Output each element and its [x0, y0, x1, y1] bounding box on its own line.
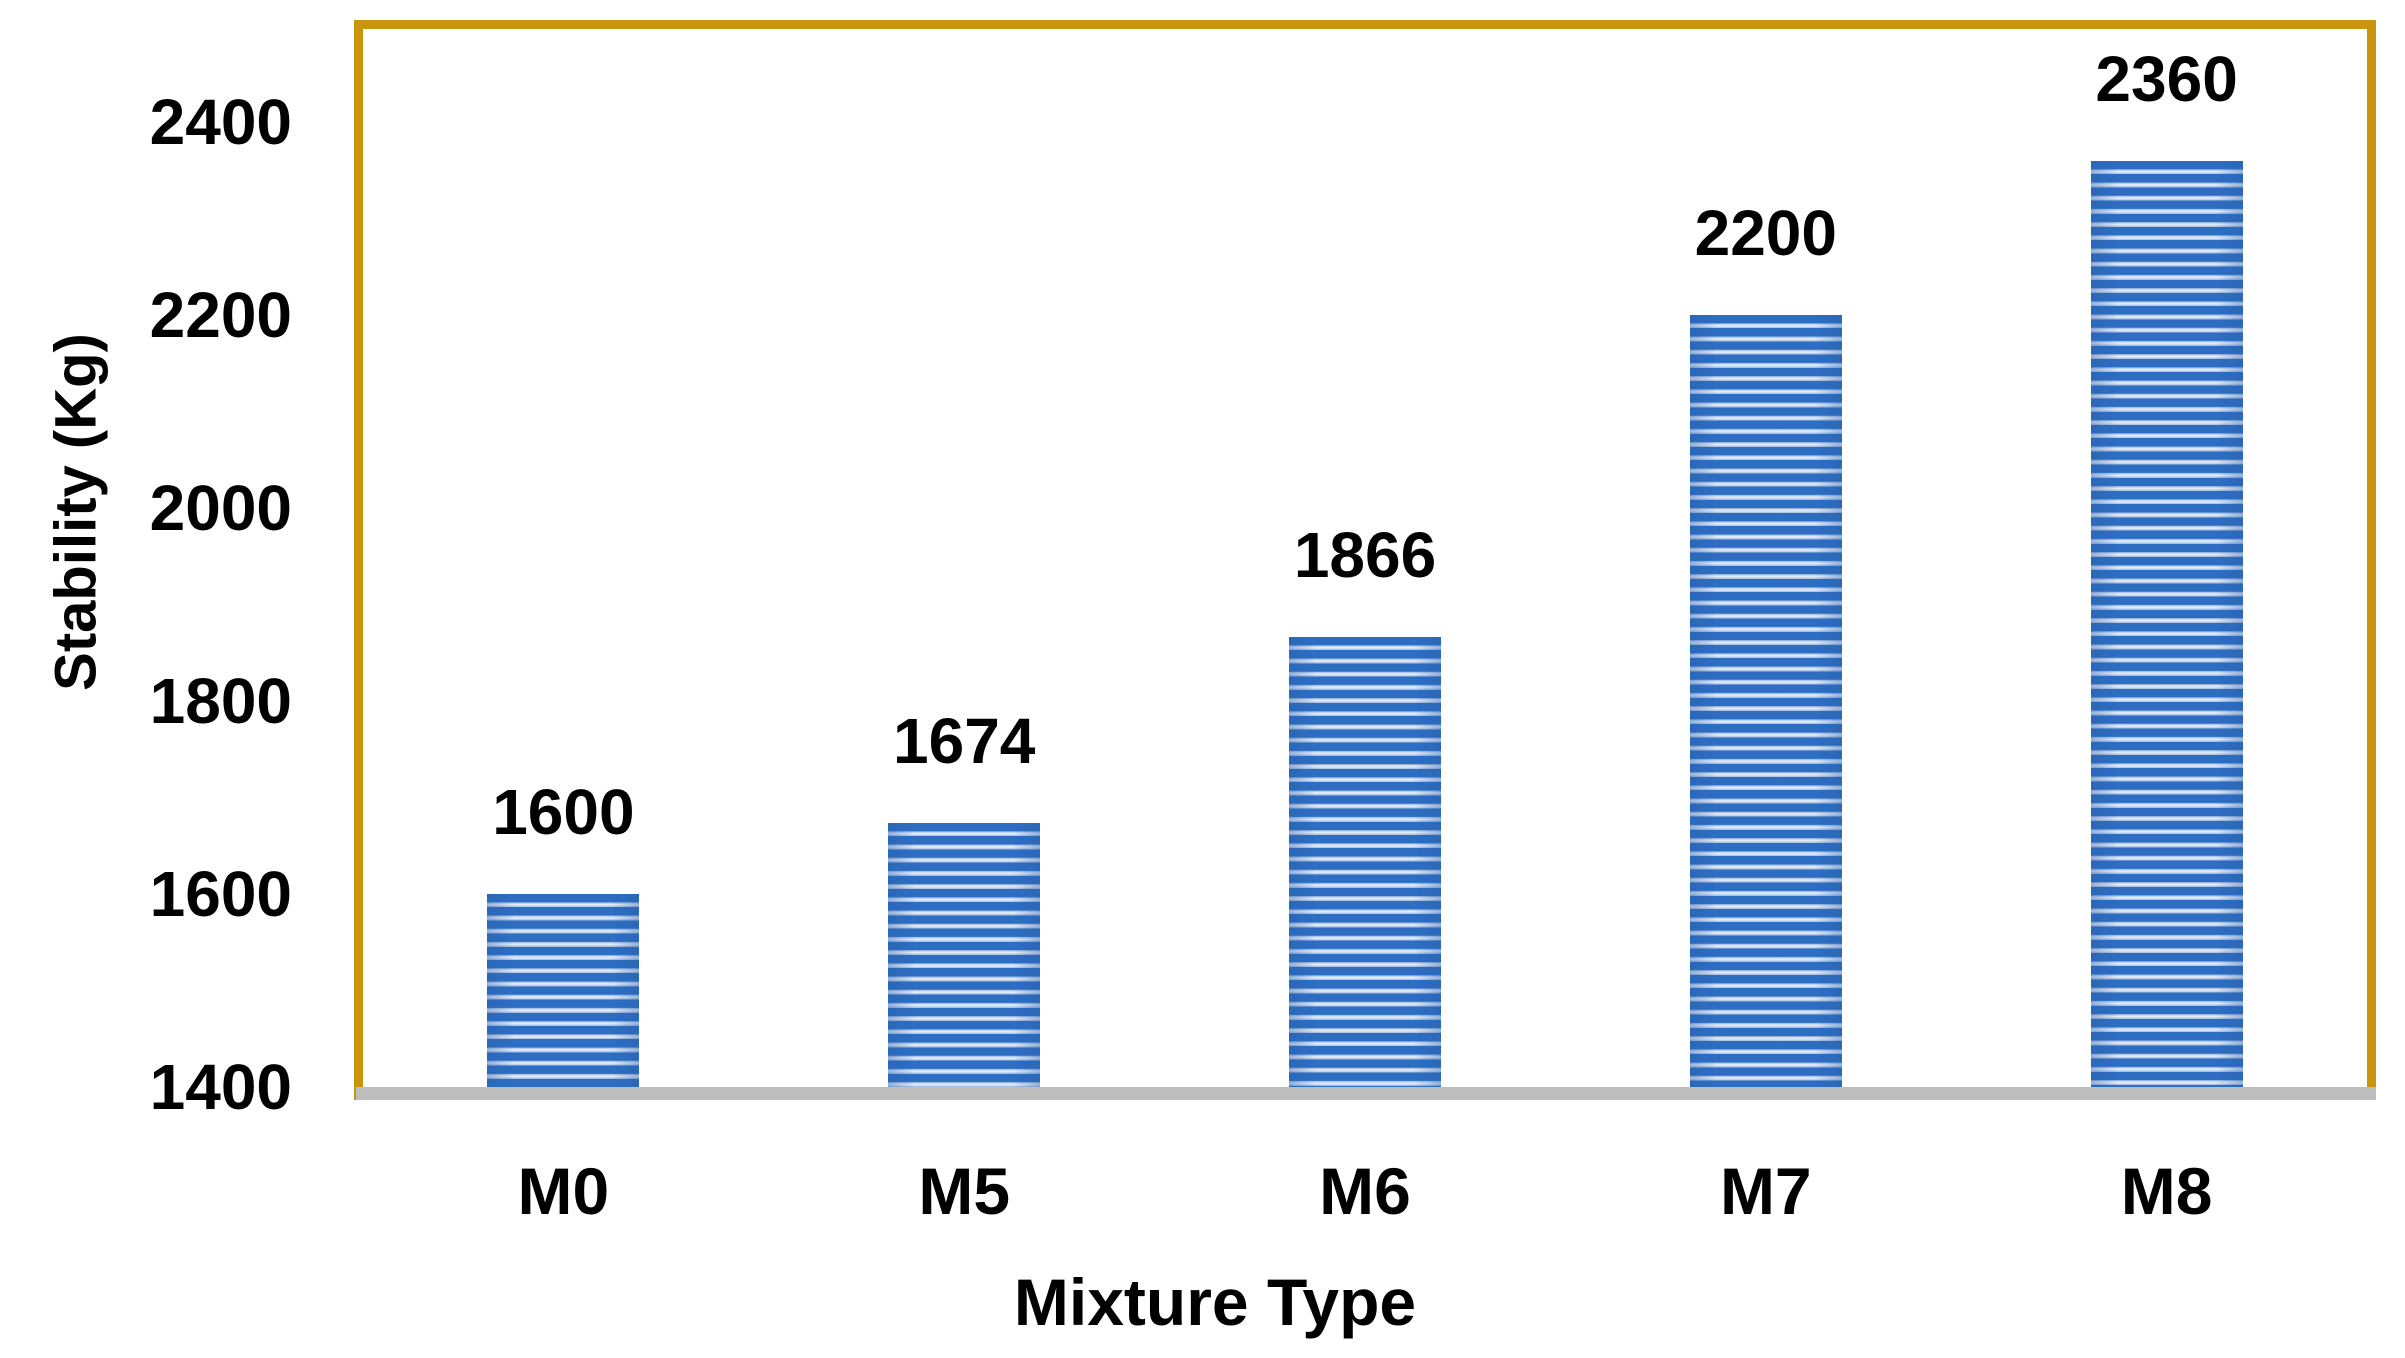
y-tick-label-1600: 1600: [149, 858, 292, 930]
category-label-M8: M8: [2120, 1154, 2213, 1228]
category-label-M7: M7: [1719, 1154, 1812, 1228]
bar-M5: [888, 822, 1041, 1087]
category-label-M6: M6: [1319, 1154, 1411, 1228]
y-tick-label-1400: 1400: [149, 1051, 292, 1123]
x-axis-baseline: [356, 1087, 2376, 1100]
bar-value-label-M0: 1600: [492, 776, 635, 848]
bar-value-label-M8: 2360: [2095, 42, 2238, 115]
bar-value-label-M6: 1866: [1293, 519, 1437, 592]
y-tick-label-2000: 2000: [149, 472, 292, 544]
x-axis-title: Mixture Type: [1013, 1265, 1417, 1339]
bar-M6: [1289, 637, 1441, 1087]
category-label-M5: M5: [918, 1154, 1011, 1228]
bar-M8: [2090, 160, 2243, 1087]
category-label-M0: M0: [517, 1154, 610, 1228]
y-tick-label-2200: 2200: [149, 279, 292, 351]
bar-M0: [487, 894, 640, 1087]
bar-value-label-M5: 1674: [893, 704, 1036, 777]
y-tick-label-2400: 2400: [149, 86, 292, 158]
plot-area-border: [354, 20, 2376, 1100]
bar-value-label-M7: 2200: [1694, 197, 1837, 269]
y-tick-label-1800: 1800: [149, 665, 292, 737]
bar-M7: [1689, 315, 1842, 1087]
